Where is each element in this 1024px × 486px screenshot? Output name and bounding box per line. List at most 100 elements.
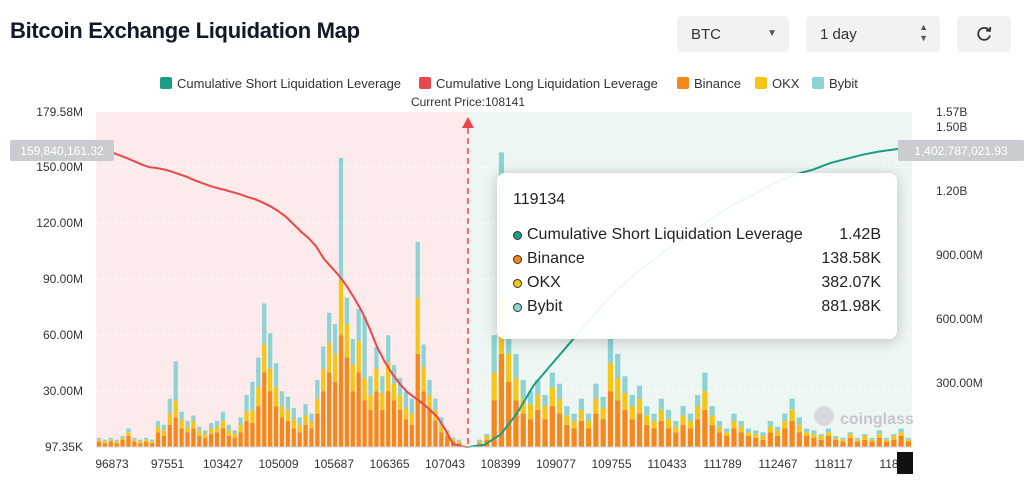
y-left-tick: 97.35K <box>45 440 83 454</box>
bybit-bar <box>297 417 302 425</box>
okx-bar <box>303 415 308 425</box>
range-select-value: 1 day <box>820 25 857 43</box>
okx-bar <box>542 406 548 420</box>
okx-bar <box>220 421 226 429</box>
bybit-bar <box>161 424 167 431</box>
binance-bar <box>615 400 621 447</box>
bybit-bar <box>132 437 137 440</box>
okx-bar <box>687 421 693 429</box>
bybit-bar <box>191 415 196 422</box>
binance-bar <box>149 443 155 447</box>
range-select[interactable]: 1 day ▲ ▼ <box>806 16 940 52</box>
okx-bar <box>232 434 237 438</box>
binance-bar <box>185 432 190 447</box>
tooltip-value: 382.07K <box>821 274 881 291</box>
binance-bar <box>753 437 759 447</box>
okx-bar <box>344 323 350 358</box>
bybit-bar <box>96 437 102 440</box>
okx-bar <box>403 407 409 420</box>
bybit-bar <box>716 421 723 427</box>
bybit-bar <box>144 437 149 440</box>
binance-bar <box>421 391 426 447</box>
binance-bar <box>285 421 290 447</box>
bybit-bar <box>321 346 326 369</box>
bybit-bar <box>527 391 534 405</box>
tooltip-label: Binance <box>527 250 585 267</box>
okx-bar <box>644 415 650 425</box>
tooltip-value: 881.98K <box>821 298 881 315</box>
okx-bar <box>362 378 367 401</box>
y-left-tick: 60.00M <box>43 328 83 342</box>
bybit-bar <box>149 439 155 442</box>
binance-bar <box>535 409 541 447</box>
okx-bar <box>102 441 107 444</box>
okx-bar <box>825 432 832 436</box>
bybit-bar <box>615 353 621 379</box>
okx-bar <box>138 441 143 444</box>
binance-bar <box>226 435 231 447</box>
bybit-bar <box>506 335 512 354</box>
binance-bar <box>745 435 752 447</box>
okx-bar <box>484 435 490 440</box>
okx-bar <box>600 407 606 420</box>
bybit-bar <box>854 437 861 440</box>
binance-bar <box>120 439 125 447</box>
binance-bar <box>191 428 196 447</box>
binance-bar <box>362 400 367 447</box>
binance-bar <box>273 406 279 447</box>
okx-bar <box>256 387 261 407</box>
okx-bar <box>268 368 273 392</box>
okx-bar <box>315 398 320 414</box>
binance-bar <box>132 441 137 447</box>
okx-bar <box>796 424 802 433</box>
x-tick: 112467 <box>758 457 797 471</box>
bybit-bar <box>208 422 214 429</box>
okx-bar <box>506 353 512 382</box>
bybit-bar <box>665 409 672 420</box>
okx-bar <box>651 421 657 429</box>
okx-bar <box>571 421 577 429</box>
okx-bar <box>615 378 621 401</box>
x-tick: 105009 <box>258 457 298 471</box>
bybit-bar <box>905 437 911 440</box>
okx-bar <box>386 363 391 392</box>
okx-bar <box>132 439 137 442</box>
binance-bar <box>673 432 679 447</box>
okx-bar <box>338 279 344 336</box>
refresh-button[interactable] <box>957 16 1011 52</box>
okx-bar <box>167 413 172 425</box>
legend-swatch <box>419 77 431 89</box>
okx-bar <box>731 421 737 429</box>
x-tick: 103427 <box>203 457 243 471</box>
bybit-bar <box>114 439 119 442</box>
bybit-bar <box>564 406 570 416</box>
tooltip: 119134 Cumulative Short Liquidation Leve… <box>497 173 897 339</box>
bybit-bar <box>840 437 846 440</box>
binance-bar <box>268 391 273 447</box>
bybit-bar <box>327 312 332 343</box>
bybit-bar <box>607 335 614 364</box>
bybit-bar <box>197 426 202 431</box>
okx-bar <box>350 365 355 392</box>
binance-bar <box>847 437 853 447</box>
bybit-bar <box>491 335 497 373</box>
bybit-bar <box>226 424 231 431</box>
bybit-bar <box>421 344 426 367</box>
symbol-select[interactable]: BTC ▼ <box>677 16 789 52</box>
bybit-bar <box>709 406 715 416</box>
bybit-bar <box>415 241 420 298</box>
bybit-bar <box>451 437 456 440</box>
binance-bar <box>506 381 512 447</box>
bybit-bar <box>833 435 839 438</box>
okx-bar <box>513 378 519 401</box>
binance-bar <box>782 428 788 447</box>
legend-swatch <box>755 77 767 89</box>
okx-bar <box>905 439 911 442</box>
binance-bar <box>549 406 555 447</box>
bybit-bar <box>753 430 759 435</box>
okx-bar <box>738 426 744 433</box>
y-left-tick: 90.00M <box>43 272 83 286</box>
okx-bar <box>840 439 846 442</box>
okx-bar <box>126 432 131 436</box>
